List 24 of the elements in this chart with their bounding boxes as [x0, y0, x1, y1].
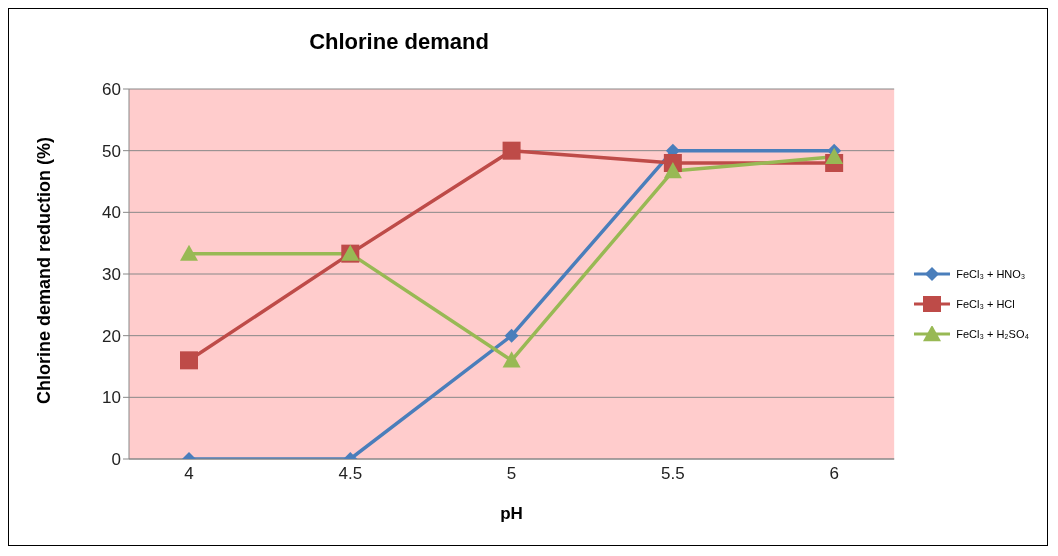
point: [504, 328, 519, 343]
y-tick-label: 40: [102, 203, 121, 223]
legend-label: FeCl₃ + HCl: [956, 298, 1015, 310]
chart-title: Chlorine demand: [308, 29, 490, 55]
y-tick-label: 10: [102, 388, 121, 408]
y-tick-label: 60: [102, 80, 121, 100]
x-tick-label: 5: [506, 464, 517, 484]
point: [180, 244, 198, 261]
y-tick-label: 50: [102, 141, 121, 161]
y-tick-label: 20: [102, 326, 121, 346]
y-axis-title: Chlorine demand reduction (%): [34, 136, 55, 404]
x-tick-label: 4: [184, 464, 194, 484]
point: [663, 162, 682, 179]
y-tick-label: 30: [102, 265, 121, 285]
x-axis-title: pH: [500, 504, 523, 523]
x-tick-label: 4.5: [338, 464, 363, 484]
legend-label: FeCl₃ + HNO₃: [956, 268, 1026, 280]
x-tick-label: 5.5: [661, 464, 685, 484]
point: [502, 141, 521, 160]
x-tick-label: 6: [829, 464, 839, 484]
point: [502, 351, 521, 368]
y-tick-label: 0: [111, 450, 121, 470]
point: [825, 147, 844, 165]
legend-label: FeCl₃ + H₂SO₄: [956, 328, 1029, 340]
